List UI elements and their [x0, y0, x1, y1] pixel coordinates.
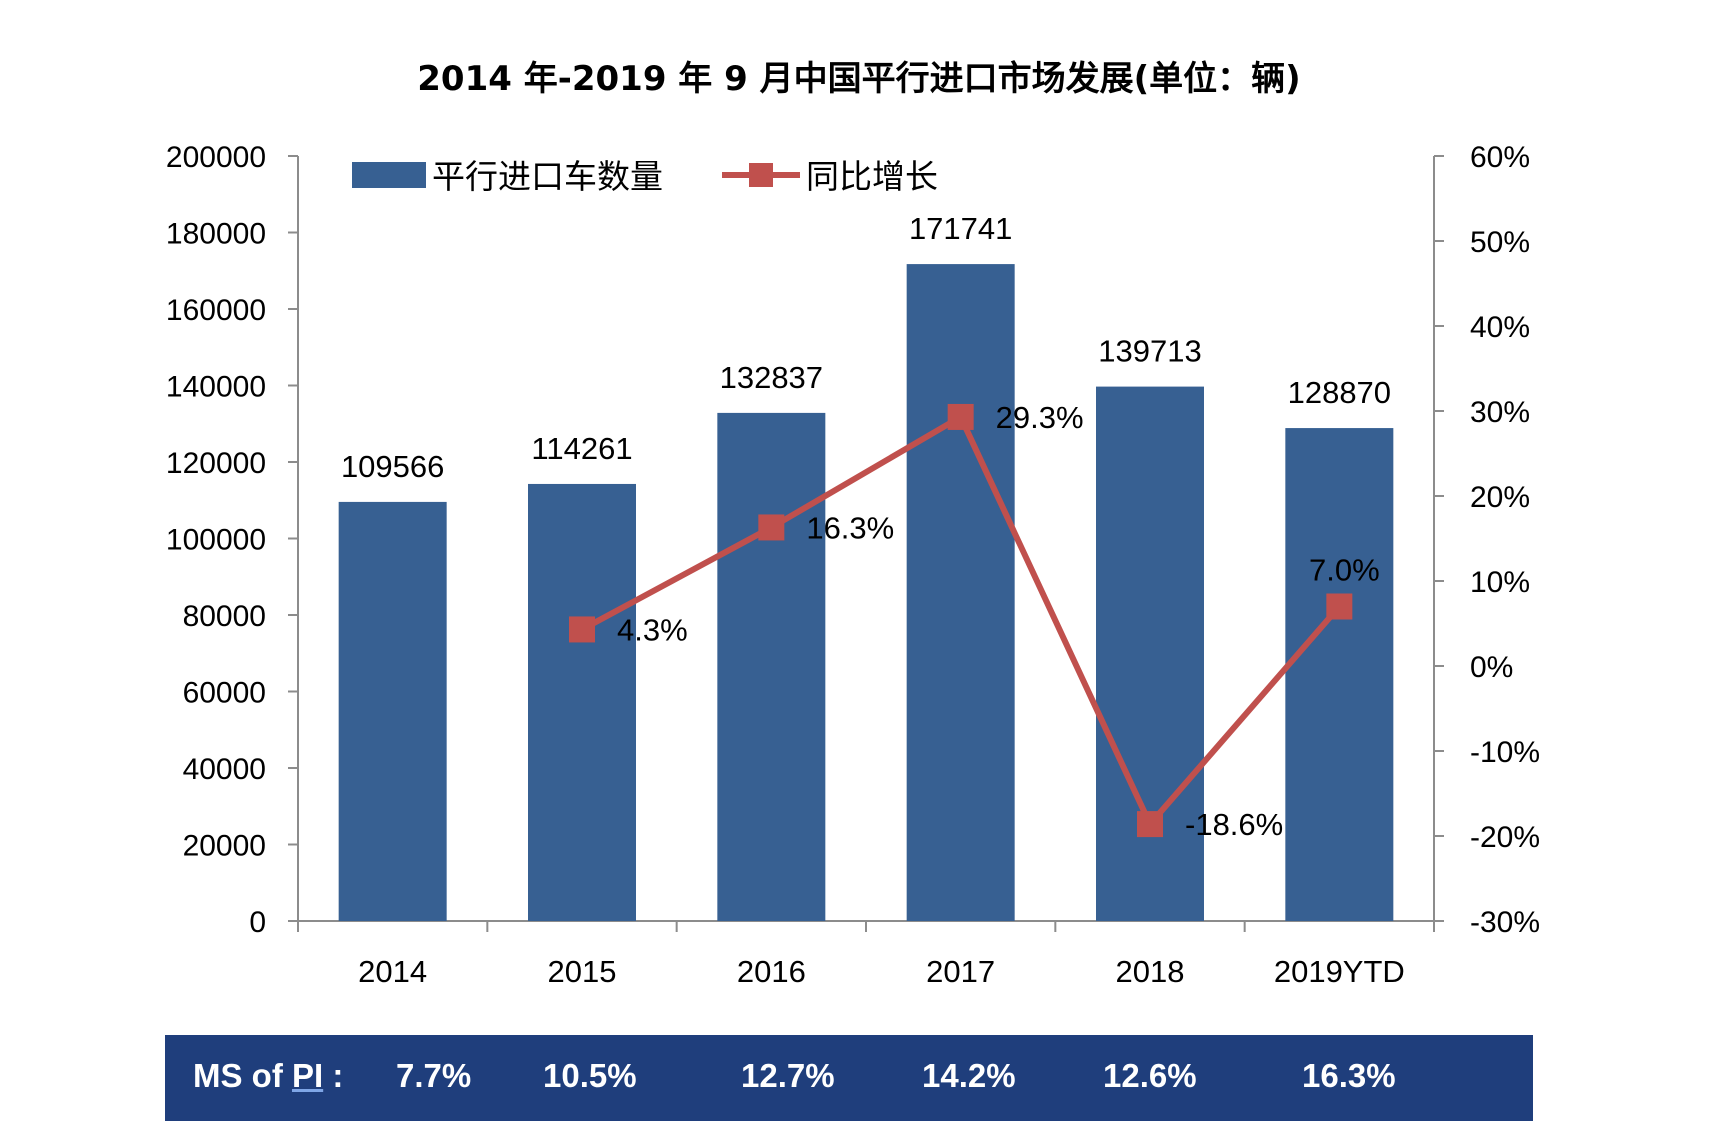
ms-value-2015: 10.5% — [543, 1057, 637, 1094]
left-tick-label: 0 — [249, 906, 266, 939]
right-tick-label: -20% — [1470, 821, 1540, 854]
growth-value-label: 4.3% — [617, 612, 688, 647]
left-tick-label: 60000 — [183, 677, 266, 710]
growth-value-label: 29.3% — [996, 400, 1084, 435]
bar-value-label: 114261 — [531, 431, 632, 466]
right-tick-label: -30% — [1470, 906, 1540, 939]
bar — [338, 501, 447, 921]
left-tick-label: 140000 — [166, 371, 266, 404]
bar — [528, 483, 636, 921]
growth-marker — [947, 403, 974, 430]
right-tick-label: 30% — [1470, 396, 1530, 429]
right-tick-label: 40% — [1470, 311, 1530, 344]
growth-value-label: 16.3% — [806, 510, 894, 545]
legend-bar-swatch — [352, 162, 426, 188]
left-tick-label: 200000 — [166, 141, 266, 174]
legend-line-marker — [749, 163, 773, 187]
ms-value-2019ytd: 16.3% — [1302, 1057, 1396, 1094]
legend-line-label: 同比增长 — [806, 157, 938, 196]
left-tick-label: 40000 — [183, 753, 266, 786]
bar-value-label: 128870 — [1288, 375, 1391, 410]
ms-value-2016: 12.7% — [741, 1057, 835, 1094]
ms-value-2017: 14.2% — [922, 1057, 1016, 1094]
left-tick-label: 100000 — [166, 524, 266, 557]
growth-value-label: -18.6% — [1185, 807, 1283, 842]
ms-value-2018: 12.6% — [1103, 1057, 1197, 1094]
bar-value-label: 171741 — [909, 211, 1012, 246]
bar-value-label: 139713 — [1098, 334, 1201, 369]
chart-title: 2014 年-2019 年 9 月中国平行进口市场发展(单位：辆) — [417, 59, 1300, 99]
ms-of-pi-label: MS of PI : — [193, 1056, 343, 1096]
growth-marker — [1137, 811, 1163, 838]
legend: 平行进口车数量 同比增长 — [352, 157, 938, 196]
growth-marker — [1326, 593, 1353, 620]
right-tick-label: 0% — [1470, 651, 1513, 684]
right-tick-label: -10% — [1470, 736, 1540, 769]
bar — [717, 412, 826, 921]
ms-label-colon: : — [323, 1057, 344, 1094]
ms-of-pi-band — [165, 1035, 1533, 1121]
x-tick-label: 2018 — [1116, 954, 1185, 989]
ms-label-main: MS of — [193, 1057, 292, 1094]
right-tick-label: 50% — [1470, 226, 1530, 259]
left-tick-label: 120000 — [166, 447, 266, 480]
growth-marker — [569, 616, 595, 643]
right-tick-label: 60% — [1470, 141, 1530, 174]
bar — [906, 264, 1015, 921]
growth-marker — [758, 514, 785, 541]
right-tick-label: 20% — [1470, 481, 1530, 514]
left-tick-label: 80000 — [183, 600, 266, 633]
legend-bar-label: 平行进口车数量 — [432, 157, 663, 196]
growth-value-label: 7.0% — [1309, 553, 1380, 588]
bar-value-label: 132837 — [720, 360, 823, 395]
ms-label-pi: PI — [291, 1057, 324, 1094]
x-tick-label: 2016 — [737, 954, 806, 989]
x-tick-label: 2017 — [926, 954, 995, 989]
left-tick-label: 180000 — [166, 218, 266, 251]
ms-value-2014: 7.7% — [396, 1057, 472, 1094]
right-tick-label: 10% — [1470, 566, 1530, 599]
x-tick-label: 2014 — [358, 954, 427, 989]
bar-value-label: 109566 — [341, 449, 444, 484]
left-tick-label: 160000 — [166, 294, 266, 327]
x-tick-label: 2019YTD — [1274, 954, 1405, 989]
x-tick-label: 2015 — [548, 954, 617, 989]
left-tick-label: 20000 — [183, 830, 266, 863]
bar — [1285, 428, 1394, 921]
